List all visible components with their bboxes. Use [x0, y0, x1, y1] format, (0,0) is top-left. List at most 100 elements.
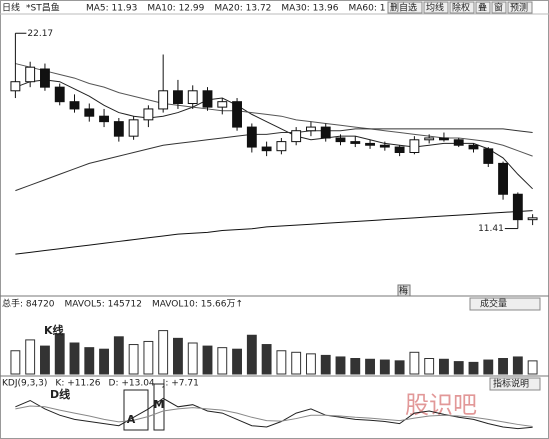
- annotation-box: [123, 389, 149, 431]
- annotation-box: [153, 383, 165, 431]
- candle-body: [498, 162, 508, 195]
- candle-body: [261, 146, 272, 152]
- volume-bar: [291, 351, 302, 375]
- volume-bar: [54, 333, 65, 375]
- watermark: 股识吧: [405, 391, 477, 419]
- volume-bar: [424, 358, 435, 375]
- volume-bar: [10, 350, 21, 375]
- volume-bar: [453, 361, 464, 375]
- volume-bar: [365, 358, 375, 375]
- volume-bar: [69, 342, 80, 375]
- candle-body: [25, 66, 36, 83]
- toolbar-button-label[interactable]: 除权: [452, 2, 470, 14]
- volume-bar: [468, 361, 479, 375]
- candle-body: [202, 90, 213, 108]
- candle-body: [173, 90, 183, 104]
- volume-label: MAVOL10: 15.66万↑: [152, 300, 243, 310]
- candle-body: [320, 126, 331, 139]
- ma-label: MA5: 11.93: [86, 4, 137, 14]
- kdj-label: D: +13.04: [109, 379, 155, 389]
- candle-body: [40, 68, 50, 88]
- volume-bar: [173, 337, 183, 375]
- ma-line: [15, 79, 533, 190]
- volume-bar: [409, 351, 420, 375]
- candle-body: [158, 90, 169, 110]
- volume-bar: [439, 358, 449, 375]
- candle-body: [483, 148, 494, 164]
- volume-bar: [113, 336, 124, 375]
- volume-bar: [202, 345, 213, 375]
- toolbar-button-label[interactable]: 删自选: [390, 2, 417, 14]
- toolbar-button-label[interactable]: 预测: [510, 3, 528, 14]
- kdj-label: KDJ(9,3,3): [2, 379, 47, 389]
- toolbar-button[interactable]: [475, 1, 491, 14]
- kdj-label: K: +11.26: [55, 379, 100, 389]
- kdj-annotation: M: [154, 398, 165, 411]
- candle-body: [468, 144, 479, 150]
- toolbar-button[interactable]: [423, 1, 449, 14]
- candle-body: [335, 137, 346, 143]
- indicator-label[interactable]: 成交量: [480, 298, 507, 310]
- volume-label: MAVOL5: 145712: [65, 300, 142, 310]
- volume-bar: [512, 356, 523, 375]
- candle-body: [232, 101, 242, 128]
- volume-bar: [40, 345, 50, 375]
- ma-line: [15, 210, 533, 255]
- stock-name: *ST昌鱼: [26, 2, 60, 14]
- volume-bar: [158, 330, 169, 375]
- kdj-line: [15, 405, 533, 428]
- volume-bar: [84, 347, 95, 375]
- toolbar-button-label[interactable]: 均线: [426, 2, 444, 14]
- candle-body: [379, 144, 390, 148]
- candle-body: [306, 126, 316, 132]
- indicator-label[interactable]: 指标说明: [493, 378, 529, 390]
- ma-label: MA30: 13.96: [281, 4, 338, 14]
- volume-bar: [187, 342, 198, 375]
- kdj-annotation: D线: [50, 387, 70, 401]
- candle-body: [187, 90, 198, 104]
- volume-bar: [232, 348, 242, 375]
- volume-bar: [483, 359, 494, 375]
- volume-bar: [320, 354, 331, 375]
- volume-bar: [246, 334, 257, 375]
- candle-body: [10, 81, 21, 92]
- toolbar-button-label[interactable]: 叠: [478, 3, 487, 14]
- volume-bar: [217, 347, 228, 375]
- volume-bar: [99, 348, 109, 375]
- candle-body: [424, 137, 435, 141]
- kdj-annotation: A: [127, 413, 136, 426]
- volume-bar: [335, 356, 346, 375]
- volume-bar: [379, 359, 390, 375]
- volume-bar: [527, 360, 538, 375]
- toolbar-button[interactable]: [387, 1, 423, 14]
- candle-body: [99, 115, 109, 123]
- indicator-button[interactable]: [469, 297, 541, 311]
- candle-body: [84, 108, 95, 117]
- kdj-label: J: +7.71: [162, 379, 199, 389]
- toolbar-button[interactable]: [449, 1, 475, 14]
- candle-body: [365, 142, 375, 146]
- ma-label: MA60: 1: [348, 4, 385, 14]
- candle-body: [453, 139, 464, 146]
- ma-label: MA20: 13.72: [214, 4, 271, 14]
- volume-bar: [261, 344, 272, 375]
- volume-bar: [350, 358, 361, 375]
- volume-label: 总手: 84720: [2, 298, 55, 310]
- marker-box: [397, 284, 411, 297]
- indicator-button[interactable]: [489, 377, 541, 391]
- candle-body: [350, 141, 361, 144]
- candle-body: [439, 137, 449, 141]
- toolbar-button-label[interactable]: 窗: [494, 2, 503, 14]
- price-annotation: 11.41: [478, 224, 504, 234]
- candle-body: [128, 119, 139, 137]
- price-annotation: 22.17: [27, 29, 53, 39]
- volume-bar: [306, 353, 316, 375]
- ma-line: [15, 128, 533, 192]
- toolbar-button[interactable]: [491, 1, 507, 14]
- candle-body: [512, 193, 523, 221]
- toolbar-button[interactable]: [507, 1, 533, 14]
- candle-body: [276, 141, 287, 152]
- volume-bar: [25, 339, 36, 375]
